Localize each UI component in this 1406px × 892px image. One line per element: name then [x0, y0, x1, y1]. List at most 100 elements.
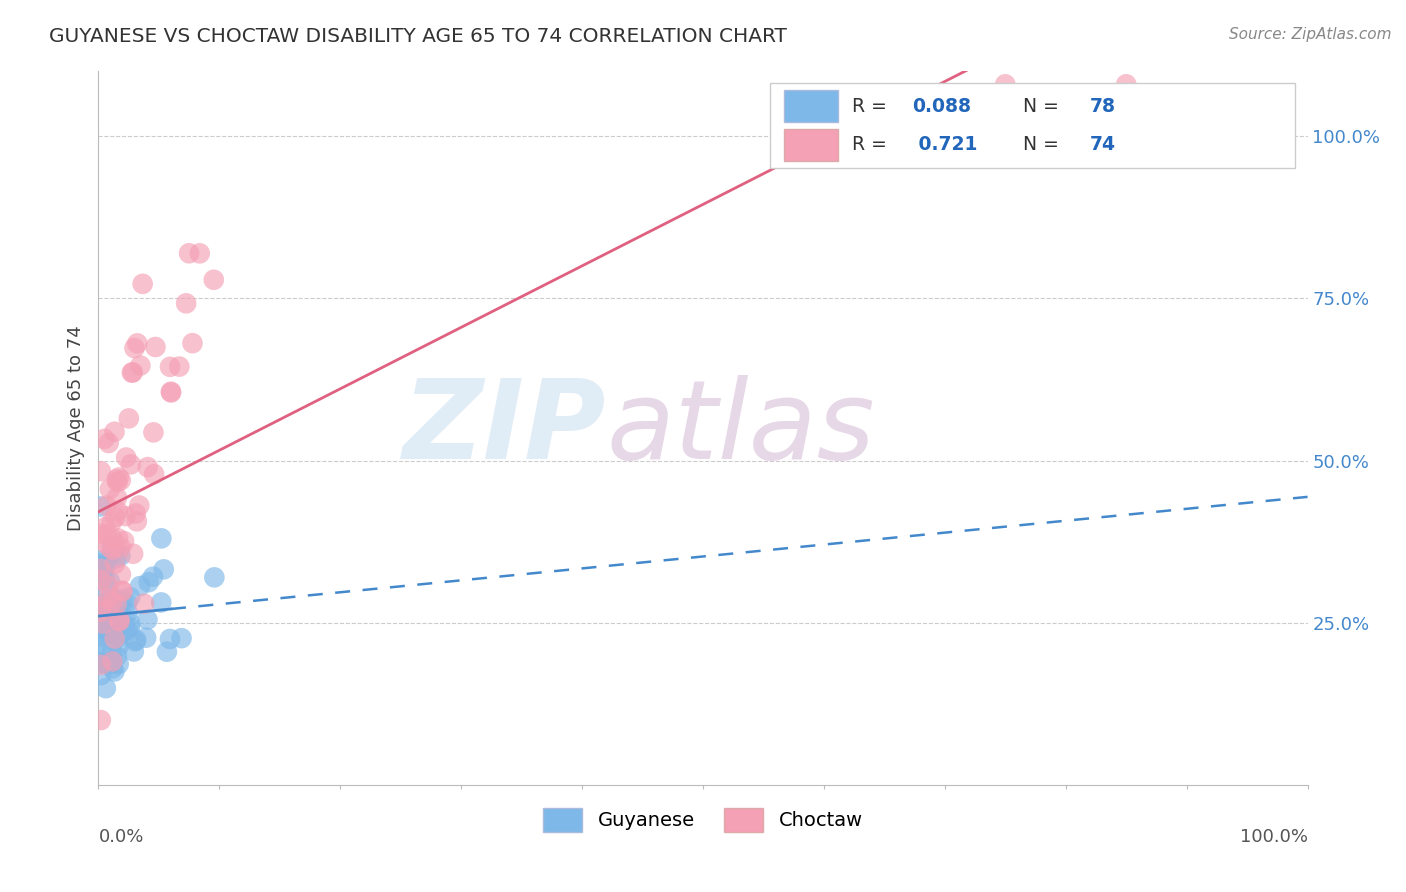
- Text: R =: R =: [852, 136, 893, 154]
- Point: [111, 592, 134, 607]
- Point: [100, 516, 122, 530]
- Point: [93, 563, 115, 577]
- Point: [160, 384, 183, 399]
- Text: 0.721: 0.721: [912, 136, 977, 154]
- Text: 78: 78: [1090, 96, 1116, 116]
- Point: [136, 460, 159, 475]
- Point: [91, 606, 114, 620]
- Point: [107, 602, 129, 616]
- Point: [97, 436, 120, 450]
- Point: [96, 620, 118, 634]
- Point: [89, 500, 111, 514]
- Text: N =: N =: [1024, 136, 1066, 154]
- Point: [98, 574, 121, 589]
- Point: [90, 553, 112, 567]
- Point: [111, 583, 134, 598]
- Point: [107, 504, 129, 518]
- Point: [105, 597, 128, 611]
- Point: [112, 534, 135, 549]
- Point: [101, 655, 124, 669]
- Point: [108, 614, 131, 628]
- Text: 100.0%: 100.0%: [1240, 828, 1308, 846]
- Point: [142, 425, 165, 440]
- Point: [108, 470, 131, 484]
- Point: [120, 458, 142, 472]
- Point: [104, 540, 127, 554]
- Point: [115, 596, 138, 610]
- Point: [94, 554, 117, 568]
- Point: [143, 467, 166, 481]
- Point: [202, 570, 225, 584]
- Point: [129, 579, 152, 593]
- Point: [94, 520, 117, 534]
- Point: [89, 574, 111, 588]
- Point: [103, 627, 125, 641]
- Point: [120, 616, 142, 631]
- Point: [96, 614, 118, 628]
- FancyBboxPatch shape: [769, 84, 1295, 168]
- Point: [107, 631, 129, 645]
- Point: [108, 627, 131, 641]
- Point: [89, 592, 111, 607]
- Point: [89, 629, 111, 643]
- Point: [89, 636, 111, 650]
- Point: [160, 385, 183, 400]
- Point: [96, 499, 118, 513]
- Text: 0.0%: 0.0%: [98, 828, 143, 846]
- Point: [91, 615, 114, 629]
- Point: [90, 668, 112, 682]
- Point: [125, 507, 148, 521]
- Point: [105, 472, 128, 486]
- Point: [994, 78, 1017, 92]
- Point: [104, 591, 127, 606]
- FancyBboxPatch shape: [785, 90, 838, 122]
- Point: [128, 499, 150, 513]
- Point: [150, 595, 173, 609]
- Point: [117, 606, 139, 620]
- Point: [142, 570, 165, 584]
- Point: [104, 551, 127, 566]
- Point: [114, 618, 136, 632]
- Point: [110, 473, 132, 487]
- Point: [96, 558, 118, 572]
- Point: [110, 541, 132, 555]
- Point: [125, 632, 148, 647]
- Point: [89, 600, 111, 615]
- Point: [94, 681, 117, 695]
- Point: [103, 628, 125, 642]
- Point: [107, 639, 129, 653]
- Point: [114, 509, 136, 524]
- Point: [100, 596, 122, 610]
- Point: [89, 630, 111, 644]
- Point: [89, 558, 111, 572]
- Y-axis label: Disability Age 65 to 74: Disability Age 65 to 74: [66, 326, 84, 531]
- Point: [181, 336, 204, 351]
- Point: [105, 649, 128, 664]
- Point: [89, 601, 111, 615]
- Point: [103, 613, 125, 627]
- Point: [90, 464, 112, 478]
- Point: [96, 527, 118, 541]
- Point: [107, 532, 129, 546]
- Point: [107, 475, 129, 489]
- Point: [90, 571, 112, 585]
- Point: [135, 631, 157, 645]
- Point: [90, 713, 112, 727]
- Point: [98, 540, 121, 554]
- Point: [93, 432, 115, 446]
- Point: [100, 657, 122, 671]
- Point: [94, 573, 117, 587]
- Point: [1115, 78, 1137, 92]
- Text: N =: N =: [1024, 96, 1066, 116]
- Point: [115, 623, 138, 637]
- Point: [118, 620, 141, 634]
- Point: [145, 340, 167, 354]
- Point: [101, 661, 124, 675]
- Point: [104, 557, 127, 571]
- Point: [93, 603, 115, 617]
- FancyBboxPatch shape: [785, 129, 838, 161]
- Point: [134, 597, 156, 611]
- Point: [152, 562, 174, 576]
- Point: [97, 591, 120, 606]
- Text: 74: 74: [1090, 136, 1116, 154]
